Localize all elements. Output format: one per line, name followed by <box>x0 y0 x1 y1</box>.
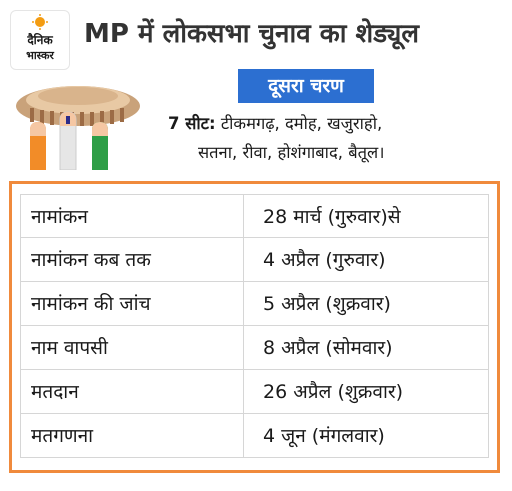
date-cell: 8 अप्रैल (सोमवार) <box>263 337 393 359</box>
event-cell: नामांकन की जांच <box>31 293 151 315</box>
table-row: मतगणना 4 जून (मंगलवार) <box>20 414 489 458</box>
event-cell: मतगणना <box>31 425 94 447</box>
date-cell: 4 अप्रैल (गुरुवार) <box>263 249 386 271</box>
event-cell: मतदान <box>31 381 79 403</box>
table-row: नामांकन कब तक 4 अप्रैल (गुरुवार) <box>20 238 489 282</box>
column-divider <box>243 326 244 369</box>
column-divider <box>243 238 244 281</box>
column-divider <box>243 414 244 457</box>
event-cell: नामांकन कब तक <box>31 249 151 271</box>
phase-badge: दूसरा चरण <box>238 69 374 103</box>
seats-list-part-1: टीकमगढ़, दमोह, खजुराहो, <box>215 114 383 133</box>
date-cell: 28 मार्च (गुरुवार)से <box>263 206 401 228</box>
column-divider <box>243 195 244 237</box>
date-cell: 4 जून (मंगलवार) <box>263 425 385 447</box>
column-divider <box>243 370 244 413</box>
seats-line-1: 7 सीट: टीकमगढ़, दमोह, खजुराहो, <box>168 112 382 136</box>
page-title: MP में लोकसभा चुनाव का शेड्यूल <box>84 19 420 49</box>
date-cell: 26 अप्रैल (शुक्रवार) <box>263 381 404 403</box>
dainik-bhaskar-logo: दैनिक भास्कर <box>10 10 70 70</box>
column-divider <box>243 282 244 325</box>
event-cell: नाम वापसी <box>31 337 108 359</box>
sun-logo-icon <box>32 14 48 30</box>
seats-line-2: सतना, रीवा, होशंगाबाद, बैतूल। <box>198 143 385 162</box>
parliament-voting-fingers-icon <box>16 86 140 170</box>
table-row: नाम वापसी 8 अप्रैल (सोमवार) <box>20 326 489 370</box>
logo-text-dainik: दैनिक <box>27 33 53 47</box>
table-row: मतदान 26 अप्रैल (शुक्रवार) <box>20 370 489 414</box>
table-row: नामांकन की जांच 5 अप्रैल (शुक्रवार) <box>20 282 489 326</box>
date-cell: 5 अप्रैल (शुक्रवार) <box>263 293 391 315</box>
schedule-table: नामांकन 28 मार्च (गुरुवार)से नामांकन कब … <box>9 181 500 473</box>
seats-count: 7 सीट: <box>168 114 216 133</box>
logo-text-bhaskar: भास्कर <box>26 49 54 62</box>
table-row: नामांकन 28 मार्च (गुरुवार)से <box>20 194 489 238</box>
event-cell: नामांकन <box>31 206 88 228</box>
